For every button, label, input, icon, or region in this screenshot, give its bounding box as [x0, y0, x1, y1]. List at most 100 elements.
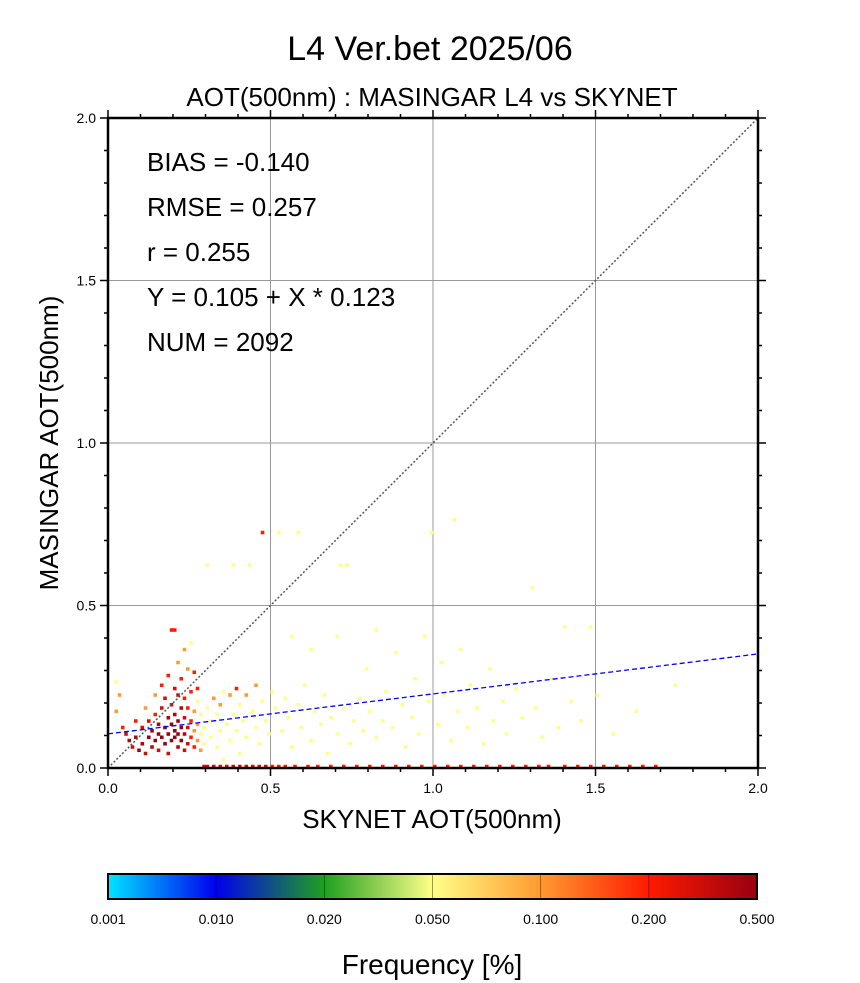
heatmap-cell	[335, 732, 340, 736]
heatmap-cell	[306, 764, 310, 768]
heatmap-cell	[199, 748, 203, 753]
heatmap-cell	[182, 696, 187, 701]
heatmap-cell	[364, 667, 369, 671]
identity-line	[107, 117, 759, 769]
heatmap-cell	[439, 660, 444, 665]
heatmap-cell	[303, 683, 307, 688]
heatmap-cell	[195, 738, 200, 743]
heatmap-cell	[169, 722, 174, 727]
heatmap-cell	[286, 716, 291, 720]
heatmap-cell	[251, 709, 255, 714]
x-tick-label: 1.5	[586, 780, 606, 796]
colorbar-label: Frequency [%]	[342, 949, 523, 980]
heatmap-cell	[511, 764, 515, 768]
heatmap-cell	[182, 732, 187, 736]
heatmap-cell	[192, 729, 197, 733]
heatmap-cell	[537, 764, 541, 768]
heatmap-cell	[442, 693, 447, 697]
x-tick-label: 2.0	[748, 780, 768, 796]
heatmap-cell	[270, 690, 275, 694]
heatmap-cell	[244, 693, 249, 697]
heatmap-cell	[156, 722, 161, 727]
heatmap-cell	[134, 719, 138, 723]
colorbar-ticks: 0.001 0.010 0.020 0.050 0.100 0.200 0.500	[90, 874, 775, 927]
heatmap-cell	[166, 751, 171, 756]
heatmap-cell	[166, 732, 171, 736]
heatmap-cell	[514, 686, 518, 691]
heatmap-cell	[199, 712, 203, 717]
heatmap-cell	[277, 530, 281, 535]
heatmap-cell	[540, 735, 544, 740]
heatmap-cell	[218, 703, 223, 707]
regression-line	[107, 653, 759, 735]
y-tick-label: 0.5	[77, 598, 97, 614]
heatmap-cell	[176, 745, 180, 749]
statistics-box: BIAS = -0.140 RMSE = 0.257 r = 0.255 Y =…	[147, 147, 395, 357]
heatmap-cell	[147, 719, 151, 723]
heatmap-cell	[413, 677, 418, 681]
stat-rmse: RMSE = 0.257	[147, 192, 317, 222]
heatmap-cell	[429, 530, 434, 535]
y-axis-label: MASINGAR AOT(500nm)	[34, 296, 64, 591]
heatmap-cell	[260, 530, 265, 535]
x-tick-label: 0.0	[98, 780, 118, 796]
heatmap-cell	[189, 690, 193, 694]
heatmap-cell	[205, 563, 210, 567]
heatmap-cell	[186, 667, 190, 671]
heatmap-cell	[319, 722, 323, 727]
heatmap-cell	[176, 719, 180, 723]
y-tick-label: 1.0	[77, 435, 97, 451]
heatmap-cell	[290, 634, 294, 639]
heatmap-cell	[247, 563, 252, 567]
heatmap-cell	[322, 693, 327, 697]
heatmap-cell	[455, 709, 460, 714]
heatmap-cell	[218, 729, 223, 733]
heatmap-cell	[257, 764, 262, 768]
heatmap-cell	[459, 647, 463, 652]
heatmap-cell	[251, 764, 255, 768]
stat-bias: BIAS = -0.140	[147, 147, 310, 177]
heatmap-cell	[589, 625, 593, 629]
heatmap-cell	[530, 586, 535, 590]
heatmap-cell	[342, 706, 346, 710]
heatmap-cell	[231, 563, 236, 567]
heatmap-cell	[153, 693, 158, 697]
axis-ticks: 0.0 0.5 1.0 1.5 2.0 0.0 0.5 1.0 1.5 2.0	[77, 110, 768, 796]
heatmap-cell	[150, 745, 154, 749]
heatmap-cell	[173, 729, 177, 733]
heatmap-cell	[273, 706, 278, 710]
heatmap-cell	[221, 758, 226, 762]
heatmap-cell	[114, 709, 119, 714]
heatmap-cell	[195, 722, 200, 727]
heatmap-cell	[433, 764, 437, 768]
heatmap-cell	[163, 742, 167, 746]
colorbar-tick-label: 0.500	[739, 911, 774, 927]
heatmap-cell	[316, 764, 320, 768]
y-tick-label: 1.5	[77, 273, 97, 289]
grid	[108, 118, 758, 768]
heatmap-cell	[416, 732, 421, 736]
heatmap-cell	[267, 732, 271, 736]
heatmap-cell	[641, 764, 645, 768]
heatmap-cell	[472, 764, 476, 768]
heatmap-cell	[234, 729, 239, 733]
heatmap-cell	[205, 706, 210, 710]
heatmap-cell	[153, 738, 158, 743]
heatmap-cell	[244, 764, 249, 768]
heatmap-cell	[134, 735, 138, 740]
heatmap-cell	[156, 748, 161, 753]
stat-regression: Y = 0.105 + X * 0.123	[147, 282, 395, 312]
heatmap-cell	[277, 764, 281, 768]
heatmap-cell	[182, 748, 187, 753]
heatmap-cell	[189, 641, 193, 645]
heatmap-cell	[192, 670, 197, 675]
heatmap-cell	[127, 738, 132, 743]
heatmap-cell	[225, 722, 229, 727]
colorbar-tick-label: 0.020	[307, 911, 342, 927]
heatmap-cell	[589, 764, 593, 768]
heatmap-cell	[202, 742, 206, 746]
heatmap-cell	[186, 706, 190, 710]
heatmap-cell	[475, 706, 479, 710]
heatmap-cell	[485, 764, 489, 768]
heatmap-cell	[654, 764, 658, 768]
